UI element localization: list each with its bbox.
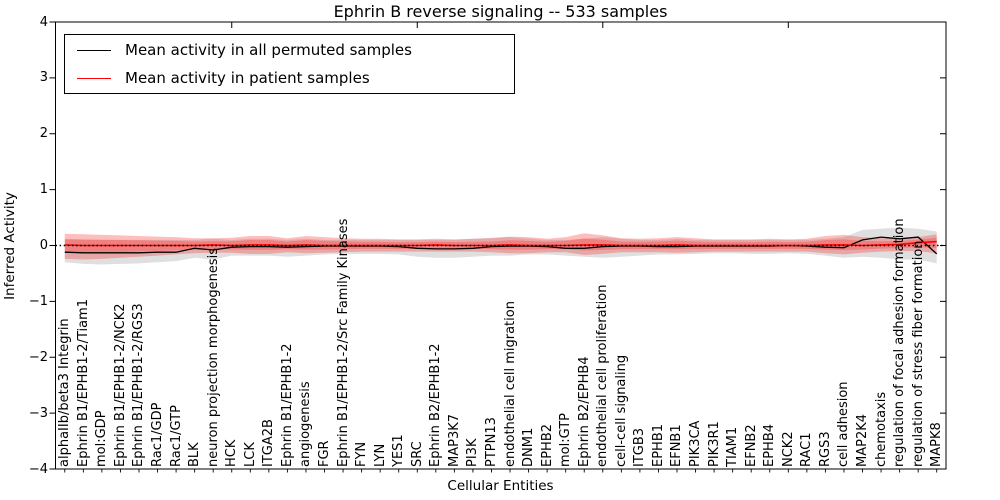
category-label: Ephrin B1/EPHB1-2/RGS3 <box>131 302 147 467</box>
category-label: PIK3CA <box>688 420 704 467</box>
category-label: FGR <box>317 439 332 467</box>
category-label: Ephrin B2/EPHB1-2 <box>428 342 444 467</box>
category-label: alphaIIb/beta3 Integrin <box>57 317 73 467</box>
category-label: PTPN13 <box>483 416 499 467</box>
category-label: endothelial cell migration <box>502 300 518 467</box>
y-tick-label: 1 <box>39 182 48 198</box>
category-label: Rac1/GTP <box>168 404 184 467</box>
category-label: Ephrin B1/EPHB1-2 <box>279 342 295 467</box>
category-label: mol:GDP <box>94 409 110 467</box>
category-label: cell adhesion <box>836 380 852 467</box>
category-label: endothelial cell proliferation <box>595 284 611 467</box>
legend-label-patient: Mean activity in patient samples <box>125 69 370 87</box>
category-label: mol:GTP <box>558 412 574 467</box>
y-tick-label: −1 <box>28 293 48 309</box>
permuted-line-swatch <box>77 49 111 51</box>
category-label: regulation of focal adhesion formation <box>892 217 908 467</box>
category-label: RAC1 <box>799 431 815 467</box>
category-label: RGS3 <box>817 430 833 467</box>
category-label: LYN <box>372 443 388 467</box>
category-label: Ephrin B1/EPHB1-2/Tiam1 <box>75 298 91 467</box>
patient-line-swatch <box>77 77 111 79</box>
category-label: FYN <box>354 441 370 467</box>
category-label: SRC <box>409 440 425 467</box>
category-label: NCK2 <box>780 430 796 467</box>
y-tick-label: −2 <box>28 349 48 365</box>
category-label: EFNB2 <box>743 423 759 467</box>
y-tick-label: 0 <box>39 238 48 253</box>
y-tick-label: −3 <box>28 405 48 421</box>
x-axis-label: Cellular Entities <box>447 478 554 494</box>
category-label: EPHB1 <box>650 423 666 467</box>
chart-title: Ephrin B reverse signaling -- 533 sample… <box>333 2 668 21</box>
patient-mean-line <box>64 240 937 247</box>
category-label: HCK <box>224 439 240 467</box>
y-tick-label: 4 <box>39 14 48 30</box>
y-tick-label: 3 <box>39 70 48 86</box>
category-label: EPHB2 <box>539 423 555 467</box>
category-label: Ephrin B1/EPHB1-2/Src Family Kinases <box>335 218 351 467</box>
category-label: MAP2K4 <box>855 413 871 467</box>
category-label: BLK <box>187 441 203 467</box>
category-label: ITGA2B <box>261 418 277 467</box>
category-label: YES1 <box>391 433 407 467</box>
legend-label-permuted: Mean activity in all permuted samples <box>125 41 412 59</box>
category-label: Ephrin B1/EPHB1-2/NCK2 <box>112 302 128 467</box>
legend-entry-patient: Mean activity in patient samples <box>65 65 514 91</box>
category-label: LCK <box>242 441 258 467</box>
category-label: ITGB3 <box>632 427 648 467</box>
category-label: regulation of stress fiber formation <box>910 239 926 467</box>
category-label: EFNB1 <box>669 423 685 467</box>
y-tick-label: 2 <box>39 126 48 142</box>
category-label: PIK3R1 <box>706 420 722 467</box>
y-tick-label: −4 <box>28 461 48 477</box>
category-label: Ephrin B2/EPHB4 <box>576 355 592 467</box>
legend-box: Mean activity in all permuted samples Me… <box>64 34 515 94</box>
category-label: Rac1/GDP <box>150 402 166 467</box>
category-label: chemotaxis <box>873 391 889 467</box>
legend-entry-permuted: Mean activity in all permuted samples <box>65 37 514 63</box>
category-label: neuron projection morphogenesis <box>205 247 221 467</box>
category-label: MAP3K7 <box>446 413 462 467</box>
category-label: PI3K <box>465 438 481 467</box>
category-label: cell-cell signaling <box>613 354 629 467</box>
category-label: TIAM1 <box>725 426 741 467</box>
category-label: EPHB4 <box>762 423 778 467</box>
category-label: angiogenesis <box>298 380 314 467</box>
category-label: DNM1 <box>521 427 537 467</box>
category-label: MAPK8 <box>929 421 945 467</box>
